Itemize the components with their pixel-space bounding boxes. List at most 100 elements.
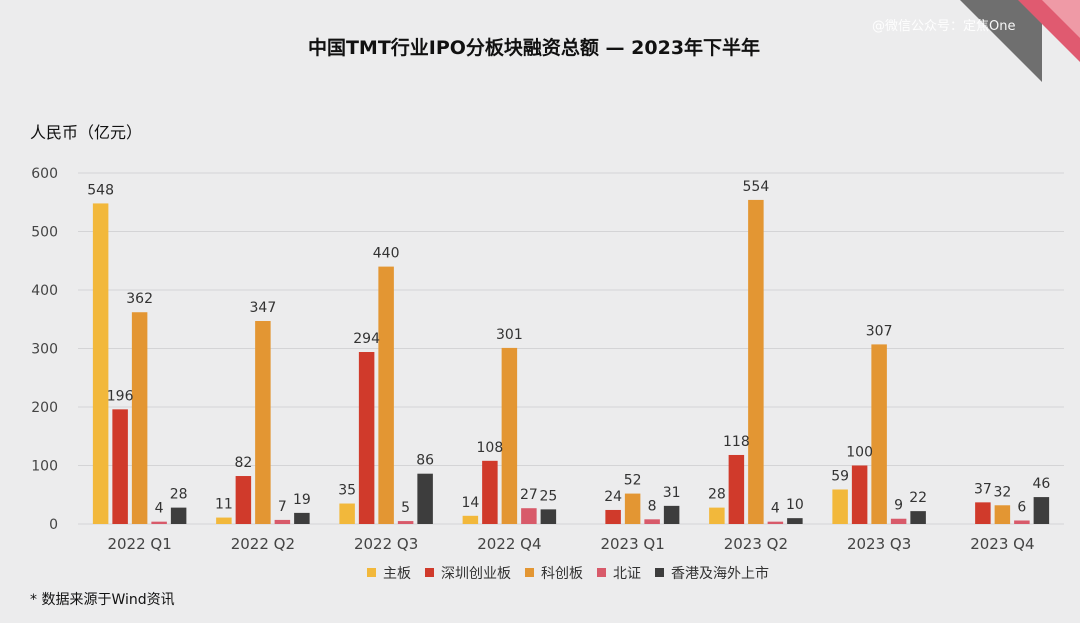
data-label: 19	[293, 492, 311, 508]
legend-label: 主板	[383, 566, 411, 582]
bar	[975, 502, 991, 524]
bar	[1014, 520, 1030, 524]
y-tick-label: 300	[31, 342, 58, 358]
bar	[417, 473, 433, 524]
data-label: 46	[1032, 476, 1050, 492]
bar	[462, 515, 479, 524]
bar	[871, 344, 887, 524]
data-label: 7	[278, 499, 287, 515]
bar	[482, 460, 498, 524]
bar	[663, 505, 680, 524]
bar	[521, 508, 537, 524]
data-label: 35	[338, 483, 356, 499]
bar	[378, 266, 394, 524]
footnote: * 数据来源于Wind资讯	[30, 592, 175, 608]
data-label: 440	[373, 246, 400, 262]
gridlines	[78, 172, 1064, 525]
bar	[851, 465, 868, 524]
data-label: 362	[126, 291, 153, 307]
data-label: 100	[846, 445, 873, 461]
bar	[832, 489, 848, 524]
bar	[910, 511, 926, 524]
bar	[644, 519, 660, 524]
bar	[170, 507, 187, 524]
bar	[216, 517, 232, 524]
x-tick-label: 2022 Q2	[231, 535, 295, 553]
y-tick-label: 500	[31, 225, 58, 241]
data-label: 307	[866, 323, 893, 339]
data-label: 347	[250, 300, 277, 316]
corner-decoration-light	[1042, 0, 1080, 38]
bar	[235, 476, 252, 524]
x-tick-label: 2023 Q4	[970, 535, 1034, 553]
y-tick-label: 400	[31, 283, 58, 299]
data-label: 8	[648, 498, 657, 514]
x-tick-label: 2023 Q3	[847, 535, 911, 553]
bar	[748, 199, 764, 524]
bar	[131, 312, 148, 524]
bar	[728, 454, 745, 524]
bar	[994, 505, 1011, 524]
data-label: 28	[708, 487, 726, 503]
x-tick-label: 2022 Q4	[477, 535, 541, 553]
bar	[1033, 497, 1050, 524]
x-tick-label: 2022 Q3	[354, 535, 418, 553]
bar	[274, 519, 291, 524]
data-label: 5	[401, 500, 410, 516]
y-tick-label: 200	[31, 400, 58, 416]
bar	[294, 512, 310, 524]
data-label: 24	[604, 489, 622, 505]
legend-swatch	[525, 568, 534, 577]
data-label: 9	[894, 498, 903, 514]
data-label: 31	[663, 485, 681, 501]
bar	[787, 518, 803, 524]
data-label: 10	[786, 497, 804, 513]
bar	[709, 507, 725, 524]
data-labels: 548 196 362 4 28 11 82 347 7 19 35 294 440 5 8 6 14 108 30…	[87, 179, 1050, 517]
data-label: 14	[461, 495, 479, 511]
chart-title: 中国TMT行业IPO分板块融资总额 — 2023年下半年	[308, 36, 760, 59]
x-tick-label: 2023 Q1	[600, 535, 664, 553]
legend: 主板 深圳创业板 科创板 北证 香港及海外上市	[367, 565, 769, 582]
data-label: 548	[87, 182, 114, 198]
x-tick-label: 2023 Q2	[724, 535, 788, 553]
y-axis-ticks: 0 100 200 300 400 500 600	[31, 166, 58, 533]
y-axis-label: 人民币（亿元）	[30, 123, 142, 142]
legend-swatch	[367, 568, 376, 577]
data-label: 554	[743, 179, 770, 195]
data-label: 108	[477, 440, 504, 456]
bar	[605, 509, 621, 524]
data-label: 4	[155, 501, 164, 517]
bar	[339, 503, 355, 524]
bar	[767, 521, 784, 524]
y-tick-label: 600	[31, 166, 58, 182]
data-label: 196	[107, 388, 134, 404]
x-tick-label: 2022 Q1	[107, 535, 171, 553]
bar	[624, 493, 641, 524]
data-label: 11	[215, 497, 233, 513]
bar	[397, 521, 414, 524]
legend-label: 深圳创业板	[441, 566, 511, 582]
data-label: 301	[496, 327, 523, 343]
legend-swatch	[597, 568, 606, 577]
corner-decoration-dark	[960, 0, 1042, 82]
legend-swatch	[425, 568, 434, 577]
bar	[151, 521, 167, 524]
data-label: 294	[353, 331, 380, 347]
y-tick-label: 100	[31, 459, 58, 475]
bar	[890, 518, 907, 524]
data-label: 32	[993, 484, 1011, 500]
data-label: 28	[170, 487, 188, 503]
legend-label: 北证	[613, 566, 641, 582]
bar	[540, 509, 557, 524]
data-label: 37	[974, 481, 992, 497]
data-label: 59	[831, 468, 849, 484]
legend-label: 香港及海外上市	[671, 565, 769, 582]
data-label: 82	[234, 455, 252, 471]
data-label: 52	[624, 473, 642, 489]
x-axis-ticks: 2022 Q1 2022 Q2 2022 Q3 2022 Q4 2023 Q1 2023 …	[107, 535, 1034, 553]
data-label: 118	[723, 434, 750, 450]
data-label: 4	[771, 501, 780, 517]
data-label: 6	[1017, 499, 1026, 515]
